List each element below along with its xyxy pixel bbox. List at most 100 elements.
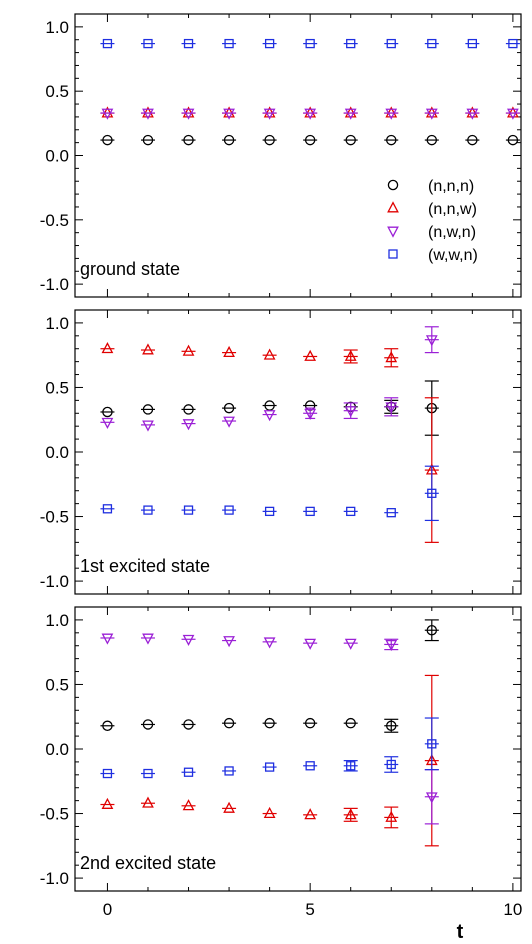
- marker: [425, 335, 438, 347]
- series-(n,n,n): [100, 134, 520, 146]
- data-point: [343, 38, 358, 49]
- y-tick-label: 0.0: [45, 443, 69, 462]
- marker: [101, 108, 114, 120]
- marker: [143, 38, 153, 49]
- data-point: [262, 506, 277, 517]
- marker: [183, 404, 194, 415]
- marker: [264, 38, 275, 49]
- data-point: [384, 348, 399, 368]
- marker: [305, 506, 315, 517]
- data-point: [222, 505, 237, 515]
- data-point: [100, 406, 115, 418]
- data-point: [181, 505, 196, 515]
- data-point: [181, 344, 196, 356]
- panel-1: -1.0 -0.5 0.0 0.5 1.0 ground state: [40, 13, 522, 298]
- data-point: [343, 402, 358, 420]
- data-point: [262, 806, 277, 818]
- marker: [183, 719, 194, 730]
- marker: [304, 408, 317, 420]
- y-tick-label: 1.0: [45, 314, 69, 333]
- data-point: [140, 404, 155, 415]
- marker: [344, 808, 357, 820]
- marker: [223, 636, 235, 648]
- data-point: [262, 108, 277, 120]
- data-point: [424, 465, 439, 522]
- x-tick-label: 0: [103, 900, 112, 919]
- legend-entry: (n,n,w): [387, 201, 477, 218]
- data-point: [262, 637, 277, 649]
- data-point: [303, 108, 318, 120]
- data-point: [505, 134, 520, 146]
- panel-label: 2nd excited state: [80, 853, 216, 873]
- panel-frame: [74, 606, 522, 892]
- legend-label: (n,n,n): [428, 178, 474, 195]
- marker: [223, 402, 235, 414]
- marker: [223, 108, 235, 120]
- marker: [386, 134, 397, 146]
- marker: [386, 759, 396, 770]
- data-point: [505, 108, 520, 120]
- y-tick-label: -0.5: [40, 508, 69, 527]
- marker: [102, 134, 113, 146]
- marker: [386, 38, 396, 49]
- marker: [467, 134, 478, 146]
- y-tick-label: -0.5: [40, 805, 69, 824]
- data-point: [181, 634, 196, 646]
- data-point: [262, 400, 277, 411]
- x-axis: 0 5 10 t: [103, 900, 523, 943]
- data-point: [140, 633, 155, 645]
- marker: [142, 134, 154, 146]
- series-(n,w,n): [100, 633, 439, 825]
- y-tick-label: 0.5: [45, 675, 69, 694]
- marker: [507, 108, 519, 120]
- marker: [427, 488, 437, 498]
- legend-marker: [387, 226, 399, 238]
- data-point: [222, 766, 237, 776]
- marker: [344, 406, 357, 418]
- marker: [101, 106, 114, 118]
- marker: [263, 106, 276, 118]
- data-point: [100, 417, 115, 430]
- data-point: [343, 349, 358, 364]
- y-tick-label: 1.0: [45, 611, 69, 630]
- marker: [102, 720, 113, 732]
- data-point: [384, 806, 399, 829]
- marker: [304, 106, 317, 118]
- marker: [223, 801, 235, 813]
- y-tick-label: -1.0: [40, 275, 69, 294]
- marker: [182, 106, 195, 118]
- data-point: [424, 134, 439, 146]
- marker: [101, 633, 114, 645]
- data-point: [181, 719, 196, 730]
- x-axis-title: t: [457, 921, 464, 943]
- data-point: [222, 402, 237, 414]
- marker: [425, 106, 438, 118]
- panel-label: ground state: [80, 259, 180, 279]
- y-tick-label: 0.0: [45, 740, 69, 759]
- marker: [305, 761, 315, 771]
- data-point: [222, 108, 237, 120]
- data-point: [140, 420, 155, 432]
- y-tick-label: 0.5: [45, 82, 69, 101]
- marker: [344, 638, 357, 650]
- data-point: [181, 404, 196, 415]
- data-point: [343, 717, 358, 729]
- marker: [427, 739, 437, 749]
- marker: [466, 106, 479, 118]
- marker: [142, 108, 154, 120]
- marker: [182, 108, 195, 120]
- data-point: [343, 134, 358, 146]
- marker: [426, 624, 438, 636]
- marker: [304, 808, 317, 820]
- data-point: [384, 38, 399, 49]
- marker: [142, 106, 154, 118]
- data-point: [222, 134, 237, 146]
- marker: [425, 792, 438, 804]
- marker: [223, 106, 235, 118]
- marker: [264, 717, 275, 729]
- data-point: [140, 343, 155, 355]
- marker: [346, 761, 356, 771]
- marker: [182, 634, 195, 646]
- data-point: [384, 508, 399, 518]
